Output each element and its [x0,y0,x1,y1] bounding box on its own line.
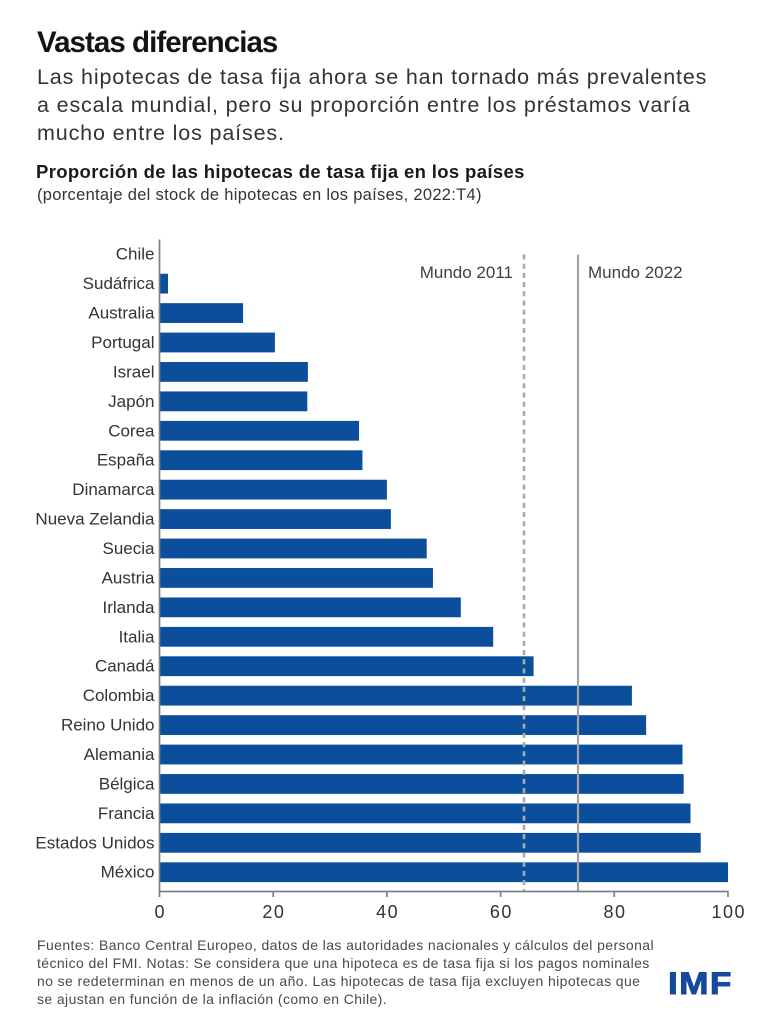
svg-text:Reino Unido: Reino Unido [61,716,155,735]
svg-text:Australia: Australia [88,304,155,323]
svg-text:Japón: Japón [108,392,154,411]
svg-text:20: 20 [262,902,285,922]
svg-text:40: 40 [376,902,399,922]
svg-text:Mundo 2011: Mundo 2011 [420,263,513,282]
svg-text:60: 60 [490,902,513,922]
svg-text:Irlanda: Irlanda [103,598,156,617]
svg-text:Suecia: Suecia [103,539,156,558]
svg-text:Italia: Italia [119,627,155,646]
svg-text:Nueva Zelandia: Nueva Zelandia [35,510,155,529]
svg-text:Austria: Austria [102,568,155,587]
svg-text:0: 0 [154,902,166,922]
svg-text:México: México [101,863,155,882]
svg-text:100: 100 [711,902,746,922]
svg-text:Portugal: Portugal [91,333,154,352]
svg-text:Sudáfrica: Sudáfrica [83,274,155,293]
svg-text:España: España [97,451,155,470]
svg-text:Israel: Israel [113,362,155,381]
svg-text:Chile: Chile [116,245,155,264]
svg-text:Colombia: Colombia [83,686,155,705]
svg-text:80: 80 [604,902,627,922]
svg-text:Mundo 2022: Mundo 2022 [588,263,683,282]
svg-text:Dinamarca: Dinamarca [72,480,155,499]
svg-text:Francia: Francia [98,804,155,823]
svg-text:Alemania: Alemania [84,745,155,764]
svg-text:Estados Unidos: Estados Unidos [35,833,154,852]
svg-text:Corea: Corea [108,421,155,440]
svg-text:Bélgica: Bélgica [99,774,155,793]
svg-text:Canadá: Canadá [95,657,155,676]
